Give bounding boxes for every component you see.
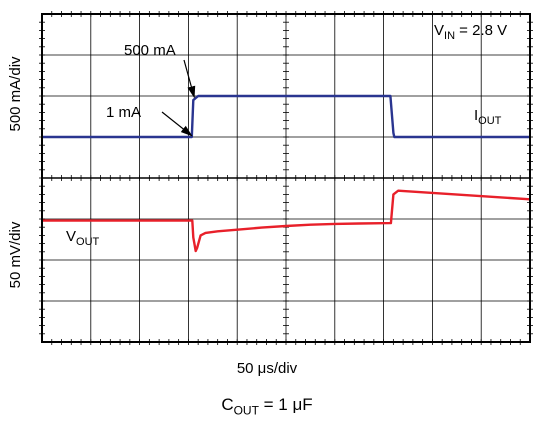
figure-caption: COUT = 1 μF (221, 395, 313, 418)
x-axis-label: 50 μs/div (236, 360, 298, 377)
y-axis-label-top: 500 mA/div (7, 56, 24, 132)
vout-series-label: VOUT (66, 228, 100, 248)
annotations (161, 59, 196, 137)
vin-label: VIN = 2.8 V (434, 22, 507, 42)
iout-series-label: IOUT (474, 107, 502, 127)
annotation-500ma: 500 mA (124, 42, 176, 59)
annotation-arrow (161, 111, 193, 137)
annotation-1ma: 1 mA (106, 104, 141, 121)
y-axis-label-bottom: 50 mV/div (7, 221, 24, 288)
grid (39, 11, 533, 345)
plot-frame (41, 13, 531, 343)
annotation-arrow (183, 59, 196, 99)
v-out-trace (42, 189, 531, 253)
